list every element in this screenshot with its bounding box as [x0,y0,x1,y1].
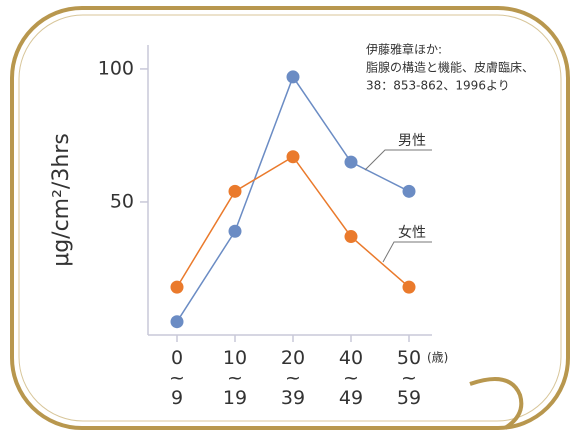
series-line [176,75,410,323]
frame-flourish [469,376,524,430]
frame [10,6,570,430]
series-label: 男性 [398,133,426,149]
annotation: 38：853-862、1996より [366,79,510,93]
y-tick-label: 50 [110,190,134,212]
y-tick-label: 100 [98,57,134,79]
frame-inner [18,14,562,422]
x-tick-label: 20 ~39 [281,347,305,409]
annotation: 伊藤雅章ほか: [366,42,442,57]
series-label: 女性 [398,224,426,241]
data-point [228,184,242,198]
data-point [170,315,184,329]
leader-line [364,149,432,171]
data-point [286,70,300,84]
x-unit: (歳) [427,351,448,365]
data-point [344,230,358,244]
x-tick-label: 50 ~59 [397,347,421,409]
data-point [402,280,416,294]
data-point [402,184,416,198]
annotation: 脂腺の構造と機能、皮膚臨床、 [366,60,534,75]
x-tick-label: 0 ~9 [169,347,185,409]
y-axis-label: μg/cm²/3hrs [49,133,74,267]
x-tick-label: 40 ~49 [339,347,363,409]
data-point [286,150,300,164]
data-point [228,224,242,238]
leader-line [382,241,432,263]
x-tick-label: 10 ~19 [223,347,247,409]
data-point [344,155,358,169]
data-point [170,280,184,294]
